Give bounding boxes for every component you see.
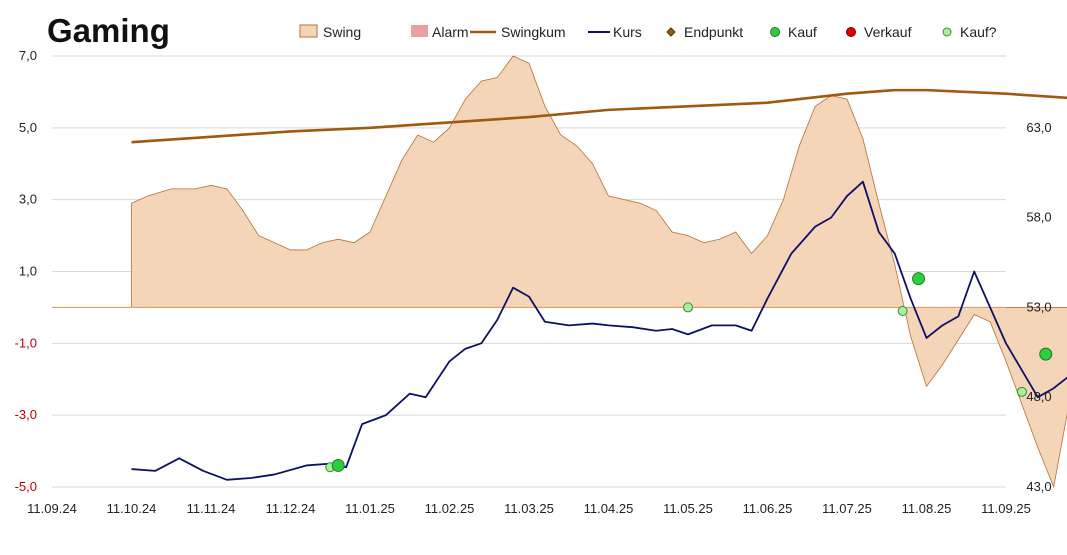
legend-item-alarm: Alarm — [411, 24, 469, 40]
legend-label: Kauf? — [960, 24, 997, 40]
legend-label: Kurs — [613, 24, 642, 40]
legend-swatch — [411, 25, 428, 37]
legend-swatch — [846, 27, 856, 37]
swing-series — [131, 55, 1067, 489]
kauf-q-point — [897, 306, 908, 317]
x-tick-label: 11.11.24 — [187, 501, 236, 516]
right-tick-label: 53,0 — [1026, 299, 1051, 314]
right-tick-label: 63,0 — [1026, 120, 1051, 135]
x-tick-label: 11.06.25 — [743, 501, 793, 516]
kurs-series — [131, 180, 1067, 481]
x-axis-ticks: 11.09.24 11.10.24 11.11.24 11.12.24 11.01.25… — [27, 501, 1031, 516]
x-tick-label: 11.09.25 — [981, 501, 1031, 516]
legend-item-swingkum: Swingkum — [470, 24, 566, 40]
kauf-q-point — [1016, 386, 1027, 397]
x-tick-label: 11.02.25 — [425, 501, 475, 516]
legend-swatch — [770, 27, 780, 37]
kauf-point — [1039, 347, 1053, 361]
signal-markers — [325, 272, 1053, 473]
right-axis-ticks: 43,0 48,0 53,0 58,0 63,0 — [1026, 120, 1051, 494]
swingkum-series — [131, 88, 1067, 144]
kauf-q-point — [683, 302, 693, 313]
legend-item-kauf-q: Kauf? — [942, 24, 997, 40]
x-tick-label: 11.05.25 — [663, 501, 713, 516]
left-tick-label: -3,0 — [15, 407, 37, 422]
x-tick-label: 11.12.24 — [266, 501, 316, 516]
legend-item-endpunkt: Endpunkt — [666, 24, 743, 40]
left-tick-label: -1,0 — [15, 335, 37, 350]
kurs-line — [131, 180, 1067, 481]
right-tick-label: 43,0 — [1026, 479, 1051, 494]
left-tick-label: 3,0 — [19, 192, 37, 207]
x-tick-label: 11.03.25 — [504, 501, 554, 516]
x-tick-label: 11.04.25 — [584, 501, 634, 516]
kauf-point — [331, 458, 345, 472]
legend-item-kauf: Kauf — [770, 24, 817, 40]
legend-label: Swing — [323, 24, 361, 40]
legend-label: Endpunkt — [684, 24, 743, 40]
swingkum-line — [131, 88, 1067, 144]
right-tick-label: 58,0 — [1026, 210, 1051, 225]
legend-label: Kauf — [788, 24, 817, 40]
legend-label: Verkauf — [864, 24, 912, 40]
kauf-point — [912, 272, 926, 286]
x-tick-label: 11.08.25 — [902, 501, 952, 516]
x-tick-label: 11.09.24 — [27, 501, 77, 516]
x-tick-label: 11.10.24 — [107, 501, 157, 516]
left-tick-label: 1,0 — [19, 264, 37, 279]
legend-swatch — [666, 27, 676, 37]
legend-item-kurs: Kurs — [588, 24, 642, 40]
legend-label: Alarm — [432, 24, 469, 40]
left-axis-ticks: -5,0 -3,0 -1,0 1,0 3,0 5,0 7,0 — [15, 48, 37, 494]
chart-title: Gaming — [47, 12, 170, 49]
legend-item-swing: Swing — [299, 24, 361, 40]
left-tick-label: 5,0 — [19, 120, 37, 135]
x-tick-label: 11.07.25 — [822, 501, 872, 516]
left-tick-label: -5,0 — [15, 479, 37, 494]
legend-swatch — [299, 24, 318, 38]
legend-item-verkauf: Verkauf — [846, 24, 912, 40]
legend-swatch — [942, 27, 952, 37]
x-tick-label: 11.01.25 — [345, 501, 395, 516]
left-tick-label: 7,0 — [19, 48, 37, 63]
right-tick-label: 48,0 — [1026, 389, 1051, 404]
legend-label: Swingkum — [501, 24, 566, 40]
legend: Swing Alarm Swingkum Kurs Endpunkt Kauf Verkau… — [299, 24, 997, 40]
swing-area — [131, 55, 1067, 489]
